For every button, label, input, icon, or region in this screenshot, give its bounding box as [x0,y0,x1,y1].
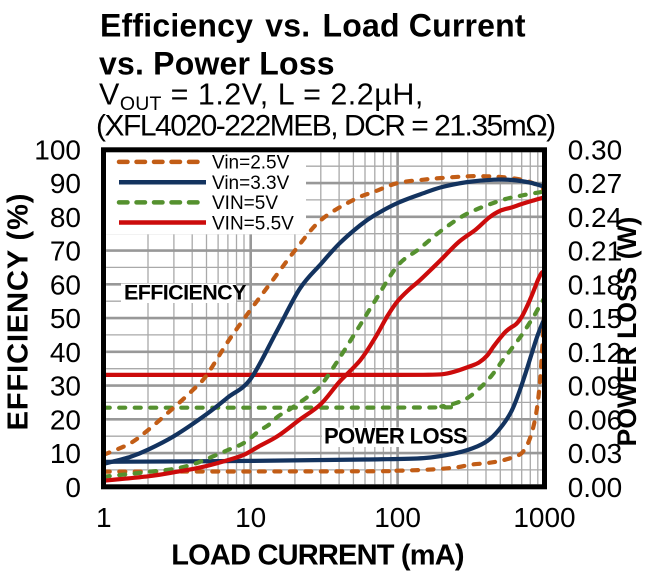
svg-text:VIN=5.5V: VIN=5.5V [212,213,294,234]
svg-text:EFFICIENCY: EFFICIENCY [124,281,246,305]
svg-text:LOAD CURRENT (mA): LOAD CURRENT (mA) [171,540,464,572]
svg-text:Vin=3.3V: Vin=3.3V [212,173,290,194]
svg-text:0.18: 0.18 [568,269,623,300]
svg-text:0.06: 0.06 [568,404,623,435]
svg-text:40: 40 [50,337,81,368]
svg-text:20: 20 [50,404,81,435]
svg-text:50: 50 [50,303,81,334]
svg-text:0: 0 [65,472,81,503]
svg-text:0.12: 0.12 [568,337,623,368]
svg-text:60: 60 [50,269,81,300]
svg-text:0.21: 0.21 [568,236,623,267]
svg-text:0.30: 0.30 [568,134,623,165]
svg-text:10: 10 [235,502,266,533]
svg-text:vs. Power Loss: vs. Power Loss [99,45,335,81]
svg-text:90: 90 [50,168,81,199]
svg-text:10: 10 [50,438,81,469]
svg-text:EFFICIENCY (%): EFFICIENCY (%) [3,193,35,431]
svg-text:70: 70 [50,236,81,267]
svg-text:1000: 1000 [513,502,575,533]
svg-text:0.15: 0.15 [568,303,623,334]
svg-text:0.00: 0.00 [568,472,623,503]
svg-text:Efficiency vs. Load Current: Efficiency vs. Load Current [100,7,526,43]
svg-text:80: 80 [50,202,81,233]
svg-text:100: 100 [34,134,81,165]
svg-text:1: 1 [96,502,112,533]
svg-text:(XFL4020-222MEB, DCR = 21.35mΩ: (XFL4020-222MEB, DCR = 21.35mΩ) [96,110,555,143]
svg-text:0.27: 0.27 [568,168,623,199]
svg-text:Vin=2.5V: Vin=2.5V [212,153,290,174]
svg-text:POWER LOSS: POWER LOSS [324,424,467,449]
svg-text:30: 30 [50,371,81,402]
svg-text:POWER LOSS (W): POWER LOSS (W) [612,217,642,447]
svg-text:0.03: 0.03 [568,438,623,469]
svg-text:100: 100 [374,502,421,533]
svg-text:VIN=5V: VIN=5V [212,193,278,214]
svg-text:0.09: 0.09 [568,371,623,402]
svg-text:0.24: 0.24 [568,202,623,233]
